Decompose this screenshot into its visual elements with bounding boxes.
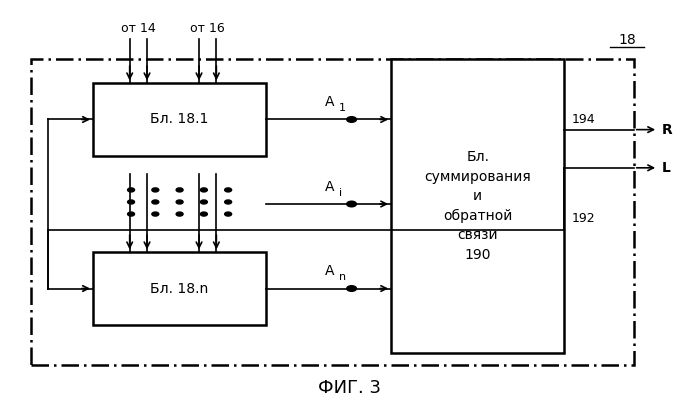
Circle shape [176, 200, 183, 204]
Text: Бл. 18.1: Бл. 18.1 [150, 113, 209, 126]
Circle shape [201, 188, 208, 192]
Text: i: i [339, 188, 343, 198]
Circle shape [176, 188, 183, 192]
Circle shape [201, 212, 208, 216]
Text: от 14: от 14 [121, 22, 155, 35]
Circle shape [347, 286, 356, 291]
Text: A: A [325, 264, 334, 278]
Text: 1: 1 [339, 104, 346, 113]
Bar [31, 59, 634, 365]
Circle shape [347, 201, 356, 207]
Circle shape [128, 188, 134, 192]
Circle shape [224, 200, 231, 204]
Bar [93, 83, 266, 156]
Circle shape [201, 200, 208, 204]
Text: n: n [339, 273, 346, 282]
Circle shape [224, 188, 231, 192]
Text: A: A [325, 180, 334, 194]
Circle shape [152, 200, 159, 204]
Bar [93, 252, 266, 325]
Circle shape [152, 188, 159, 192]
Text: Бл.
суммирования
и
обратной
связи
190: Бл. суммирования и обратной связи 190 [424, 150, 531, 262]
Circle shape [224, 212, 231, 216]
Text: A: A [325, 95, 334, 109]
Circle shape [128, 212, 134, 216]
Text: 194: 194 [571, 113, 595, 126]
Text: L: L [661, 161, 670, 175]
Text: от 16: от 16 [190, 22, 224, 35]
Text: Бл. 18.n: Бл. 18.n [150, 282, 209, 295]
Text: R: R [661, 123, 672, 137]
Circle shape [176, 212, 183, 216]
Circle shape [152, 212, 159, 216]
Text: 192: 192 [571, 213, 595, 226]
Text: 18: 18 [618, 33, 636, 47]
Circle shape [128, 200, 134, 204]
Bar [391, 59, 565, 353]
Text: ФИГ. 3: ФИГ. 3 [318, 379, 381, 397]
Circle shape [347, 117, 356, 122]
